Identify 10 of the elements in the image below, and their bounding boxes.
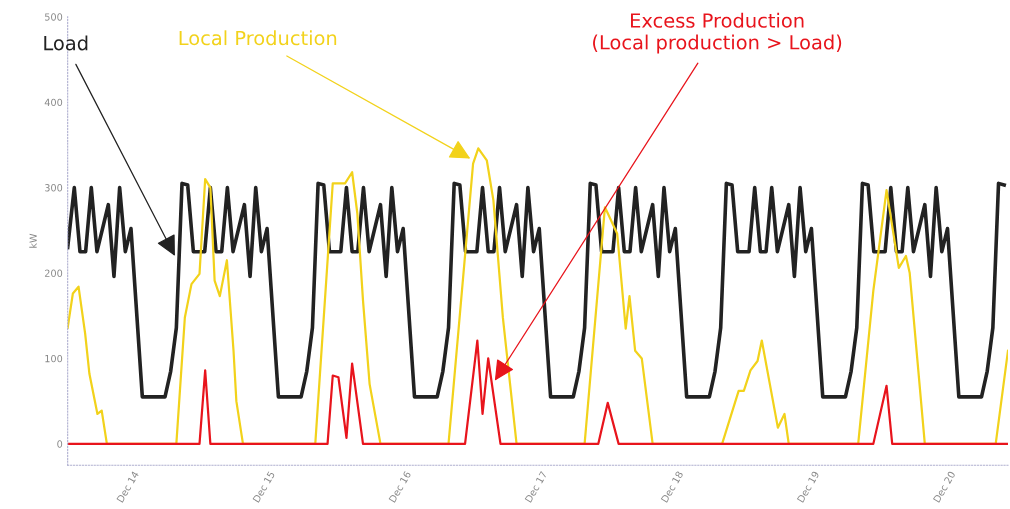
- y-tick-label: 500: [45, 13, 63, 21]
- y-tick-label: 400: [44, 98, 63, 107]
- y-tick-label: 0: [57, 440, 63, 448]
- y-tick-label: 200: [44, 269, 63, 277]
- annotation: Local Production: [179, 30, 337, 46]
- y-tick-label: 100: [45, 354, 63, 363]
- annotation: Load: [44, 35, 88, 51]
- annotation: Excess Production (Local production > Load): [593, 12, 842, 54]
- y-tick-label: 300: [44, 184, 63, 192]
- y-axis-title: kW: [29, 233, 37, 248]
